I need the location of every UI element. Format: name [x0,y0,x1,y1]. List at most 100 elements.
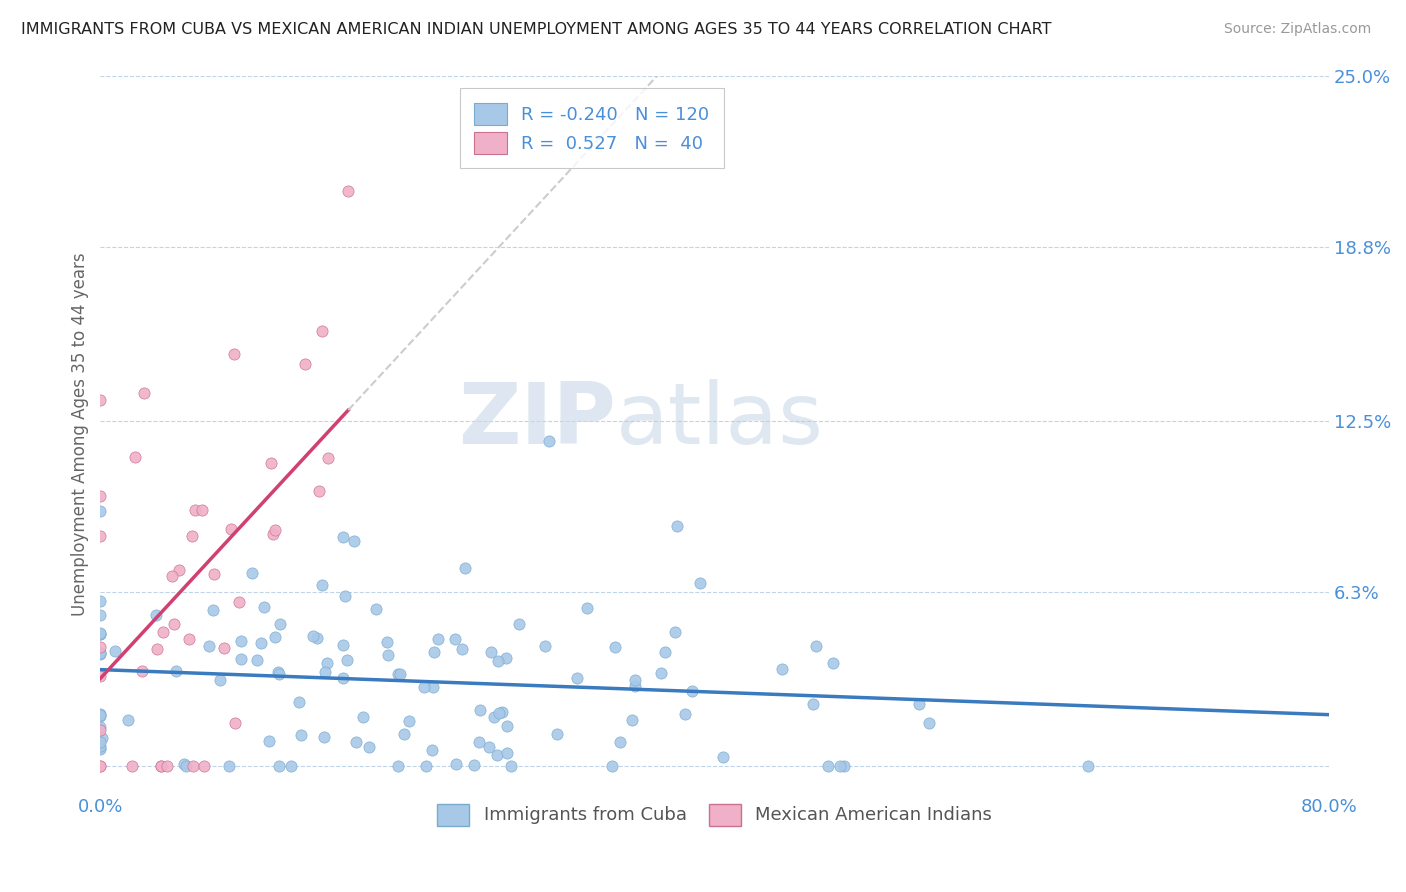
Text: ZIP: ZIP [458,378,616,461]
Point [290,728,312,742]
Point [650,665,672,680]
Point [387,666,409,681]
Point [169,563,191,577]
Point [267,665,290,680]
Point [308,483,330,498]
Point [821,656,844,670]
Point [305,632,328,646]
Point [398,714,420,729]
Point [486,747,509,762]
Point [454,561,477,575]
Point [145,642,167,657]
Point [1077,758,1099,772]
Point [491,705,513,719]
Point [336,653,359,667]
Point [89,489,111,503]
Point [333,590,356,604]
Point [184,502,207,516]
Point [463,757,485,772]
Point [664,625,686,640]
Point [89,707,111,722]
Point [250,636,273,650]
Point [89,529,111,543]
Point [301,629,323,643]
Point [280,758,302,772]
Point [415,758,437,772]
Point [387,758,409,772]
Point [193,758,215,772]
Point [191,503,214,517]
Point [231,634,253,648]
Point [90,731,112,745]
Point [264,630,287,644]
Point [316,450,339,465]
Point [152,625,174,640]
Point [332,638,354,652]
Point [181,529,204,543]
Point [600,758,623,772]
Text: Source: ZipAtlas.com: Source: ZipAtlas.com [1223,22,1371,37]
Point [711,749,734,764]
Point [269,758,291,772]
Point [352,710,374,724]
Point [918,716,941,731]
Point [359,739,381,754]
Point [375,634,398,648]
Point [89,640,111,654]
Point [246,653,269,667]
Point [389,666,412,681]
Point [413,680,436,694]
Point [508,617,530,632]
Point [89,504,111,518]
Point [427,632,450,646]
Point [131,664,153,678]
Point [163,616,186,631]
Point [392,727,415,741]
Point [89,647,111,661]
Point [259,456,281,470]
Point [501,758,523,772]
Point [267,667,290,681]
Point [221,522,243,536]
Point [202,567,225,582]
Point [444,757,467,772]
Point [315,656,337,670]
Point [89,627,111,641]
Point [546,726,568,740]
Point [486,654,509,668]
Point [89,706,111,721]
Point [89,626,111,640]
Point [240,566,263,581]
Point [294,358,316,372]
Point [666,519,689,533]
Point [89,627,111,641]
Point [89,735,111,749]
Point [344,735,367,749]
Point [134,386,156,401]
Point [89,739,111,753]
Point [451,641,474,656]
Point [467,735,489,749]
Point [609,735,631,749]
Point [496,719,519,733]
Point [533,639,555,653]
Point [377,648,399,663]
Point [654,645,676,659]
Point [89,709,111,723]
Point [908,697,931,711]
Point [197,639,219,653]
Point [145,608,167,623]
Point [478,739,501,754]
Point [165,664,187,678]
Point [89,720,111,734]
Point [89,647,111,661]
Point [311,324,333,338]
Point [89,594,111,608]
Point [89,668,111,682]
Point [673,707,696,722]
Point [479,645,502,659]
Point [332,530,354,544]
Point [488,706,510,721]
Point [288,695,311,709]
Y-axis label: Unemployment Among Ages 35 to 44 years: Unemployment Among Ages 35 to 44 years [72,252,89,616]
